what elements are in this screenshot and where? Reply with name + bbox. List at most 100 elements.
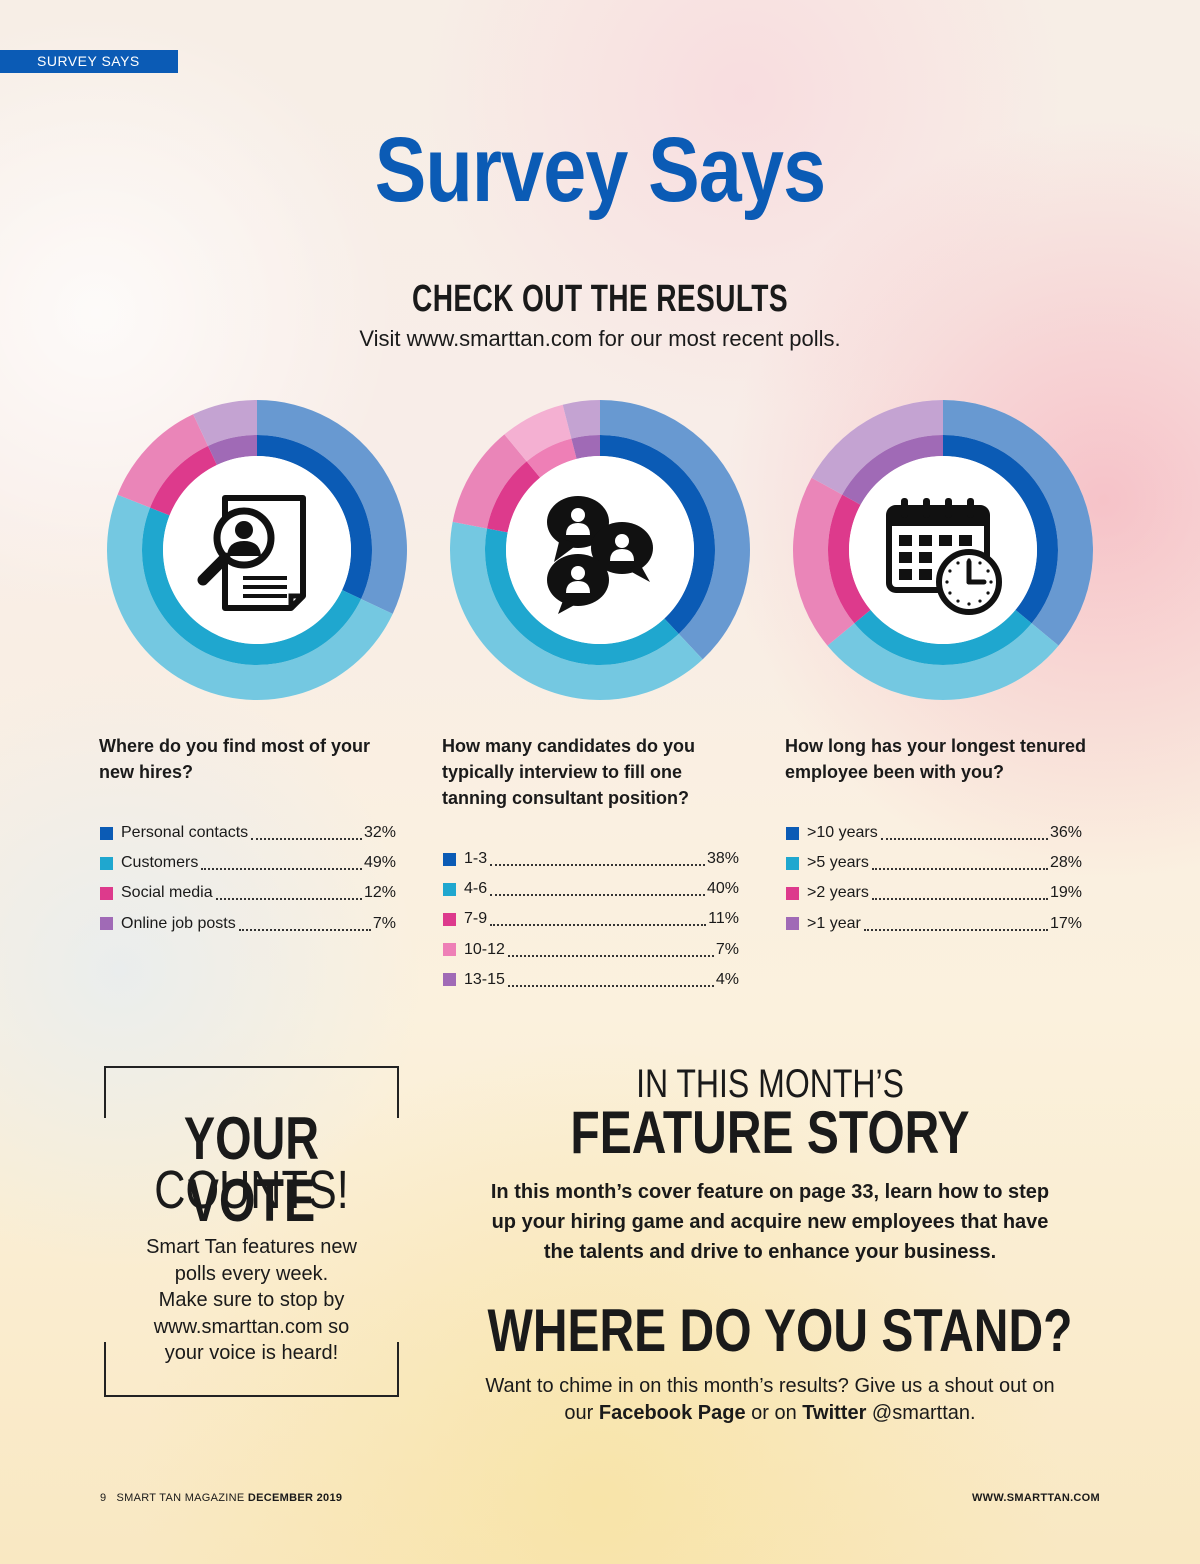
vote-subtitle: COUNTS! <box>154 1160 349 1220</box>
legend-candidates: 1-3 38% 4-6 40% 7-9 11% 10-12 7% 13-15 4% <box>443 844 739 995</box>
donut-slice <box>842 435 943 505</box>
feature-kicker: IN THIS MONTH’S <box>636 1062 904 1106</box>
page-number: 9 <box>100 1492 107 1504</box>
vote-body: Smart Tan features new polls every week.… <box>104 1234 399 1367</box>
vote-line: www.smarttan.com so <box>153 1315 350 1338</box>
legend-label: >2 years <box>807 884 869 902</box>
donut-slice-outer <box>257 400 407 614</box>
question-tenure: How long has your longest tenured employ… <box>785 736 1087 782</box>
legend-row: 1-3 38% <box>443 844 739 874</box>
leader-dots <box>871 898 1048 901</box>
legend-value: 28% <box>1049 854 1082 872</box>
donut-slice <box>142 507 362 665</box>
calendar-clock-icon <box>886 498 1002 615</box>
legend-swatch <box>443 912 456 926</box>
stand-text: our <box>564 1402 599 1424</box>
issue-date: DECEMBER 2019 <box>247 1492 343 1504</box>
leader-dots <box>490 894 705 897</box>
donut-svg <box>107 400 407 700</box>
feature-body: In this month’s cover feature on page 33… <box>460 1177 1080 1267</box>
feature-title: FEATURE STORY <box>570 1099 970 1166</box>
donut-chart-candidates <box>450 400 750 701</box>
leader-dots <box>490 864 705 867</box>
feature-line: In this month’s cover feature on page 33… <box>490 1181 1050 1203</box>
donut-chart-new-hires <box>107 400 407 700</box>
legend-label: 4-6 <box>464 880 488 898</box>
donut-svg <box>793 400 1093 700</box>
donut-slice-outer <box>117 414 209 508</box>
twitter-link[interactable]: Twitter <box>802 1402 867 1424</box>
vote-line: Smart Tan features new <box>146 1236 357 1258</box>
donut-slice-outer <box>504 404 572 462</box>
section-tab: SURVEY SAYS <box>0 50 178 73</box>
legend-value: 32% <box>363 824 396 842</box>
legend-row: >10 years 36% <box>786 818 1082 848</box>
donut-slice <box>526 438 577 478</box>
legend-row: >5 years 28% <box>786 848 1082 878</box>
legend-swatch <box>100 886 113 900</box>
legend-row: 7-9 11% <box>443 904 739 934</box>
legend-swatch <box>786 826 799 840</box>
donut-slice <box>487 461 541 533</box>
donut-slice-outer <box>562 400 600 439</box>
legend-value: 36% <box>1049 824 1082 842</box>
legend-value: 38% <box>706 850 739 868</box>
legend-swatch <box>100 917 113 931</box>
donut-slice-outer <box>793 477 855 646</box>
donut-slice-outer <box>193 400 257 446</box>
legend-value: 12% <box>363 884 396 902</box>
legend-value: 49% <box>363 854 396 872</box>
legend-swatch <box>786 917 799 931</box>
legend-swatch <box>443 852 456 866</box>
leader-dots <box>251 838 362 841</box>
leader-dots <box>507 954 714 957</box>
visit-text: Visit www.smarttan.com for our most rece… <box>359 326 841 351</box>
legend-value: 7% <box>715 940 739 958</box>
footer-website[interactable]: WWW.SMARTTAN.COM <box>971 1492 1100 1504</box>
legend-label: Personal contacts <box>121 824 249 842</box>
stand-body: Want to chime in on this month’s results… <box>440 1373 1100 1427</box>
legend-label: Online job posts <box>121 914 236 932</box>
legend-value: 4% <box>715 970 739 988</box>
stand-text: or on <box>745 1402 803 1424</box>
legend-row: Customers 49% <box>100 848 396 878</box>
legend-label: 10-12 <box>464 940 505 958</box>
footer-left: 9 SMART TAN MAGAZINE DECEMBER 2019 <box>100 1492 342 1504</box>
donut-slice <box>943 435 1058 624</box>
vote-line: your voice is heard! <box>164 1342 339 1364</box>
stand-line: our Facebook Page or on Twitter @smartta… <box>440 1400 1100 1427</box>
legend-swatch <box>786 856 799 870</box>
donut-slice <box>571 435 600 459</box>
donut-slice <box>828 494 871 624</box>
leader-dots <box>871 868 1048 871</box>
donut-slice-outer <box>827 623 1059 700</box>
stand-text: @smarttan. <box>866 1402 976 1424</box>
person-search-document-icon <box>197 495 306 611</box>
stand-title: WHERE DO YOU STAND? <box>487 1297 1073 1364</box>
facebook-link[interactable]: Facebook Page <box>598 1402 746 1424</box>
legend-value: 7% <box>372 914 396 932</box>
vote-frame-top <box>104 1066 399 1118</box>
legend-row: >1 year 17% <box>786 909 1082 939</box>
legend-row: 13-15 4% <box>443 965 739 995</box>
legend-swatch <box>443 943 456 957</box>
donut-slice-outer <box>107 494 393 700</box>
magazine-name: SMART TAN MAGAZINE <box>116 1492 245 1504</box>
legend-swatch <box>443 882 456 896</box>
legend-row: Personal contacts 32% <box>100 818 396 848</box>
legend-label: 13-15 <box>464 970 505 988</box>
donut-slice-outer <box>452 434 527 529</box>
legend-label: 1-3 <box>464 850 488 868</box>
vote-line: polls every week. <box>174 1262 329 1285</box>
legend-label: 7-9 <box>464 910 488 928</box>
legend-value: 17% <box>1049 914 1082 932</box>
donut-slice-outer <box>600 400 750 660</box>
donut-slice <box>150 445 217 516</box>
legend-label: >1 year <box>807 914 861 932</box>
legend-label: Social media <box>121 884 213 902</box>
donut-slice <box>600 435 715 634</box>
legend-value: 19% <box>1049 884 1082 902</box>
leader-dots <box>201 868 362 871</box>
leader-dots <box>215 898 362 901</box>
legend-swatch <box>100 856 113 870</box>
